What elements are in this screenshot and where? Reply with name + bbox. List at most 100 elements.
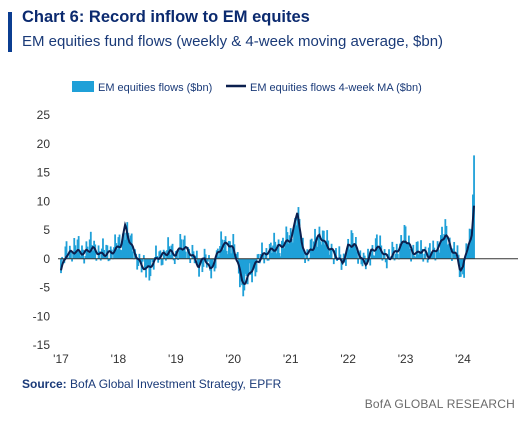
flow-bar xyxy=(373,255,376,259)
flow-bar xyxy=(243,258,246,291)
flow-bar xyxy=(99,258,102,261)
brand-footer: BofA GLOBAL RESEARCH xyxy=(364,397,515,411)
flow-bar xyxy=(290,238,293,259)
flow-bar xyxy=(277,239,280,259)
y-tick-label: 20 xyxy=(37,137,51,151)
flow-bar xyxy=(369,258,372,266)
flow-bar xyxy=(177,258,179,260)
title-accent-bar xyxy=(8,12,12,52)
flow-bar xyxy=(202,258,205,267)
flow-bar xyxy=(212,258,215,260)
flow-bar xyxy=(125,232,128,259)
y-tick-label: -15 xyxy=(33,338,51,352)
flow-bar xyxy=(98,251,101,259)
flow-bar xyxy=(371,245,374,259)
flow-bar xyxy=(428,243,431,259)
flow-bar xyxy=(466,247,469,259)
flow-bar xyxy=(262,253,265,259)
flow-bar xyxy=(97,245,100,259)
chart-subtitle: EM equities fund flows (weekly & 4-week … xyxy=(22,33,444,50)
flow-bar xyxy=(144,258,146,270)
flow-bar xyxy=(322,230,325,259)
flow-bar xyxy=(179,234,182,259)
flow-bar xyxy=(401,244,404,259)
flow-bar xyxy=(367,248,369,259)
flow-bar xyxy=(293,225,295,259)
flow-bar xyxy=(91,245,93,259)
flow-bar xyxy=(332,258,335,265)
flow-bar xyxy=(181,248,184,259)
flow-bar xyxy=(325,240,327,259)
flow-bar xyxy=(391,241,394,259)
flow-bar xyxy=(266,258,269,261)
flow-bar xyxy=(87,252,90,259)
flow-bar xyxy=(423,253,426,259)
flow-bar xyxy=(442,236,445,259)
ma-line-series xyxy=(60,205,475,286)
flow-bar xyxy=(356,251,358,259)
flow-bar xyxy=(421,249,424,259)
flow-bar xyxy=(324,244,326,259)
flow-bar xyxy=(150,258,153,260)
flow-bar xyxy=(415,241,418,259)
flow-bar xyxy=(167,237,170,259)
flow-bar xyxy=(388,249,390,259)
flow-bar xyxy=(271,252,273,259)
flow-bar xyxy=(295,225,298,259)
flow-bar xyxy=(220,231,223,259)
flow-bar xyxy=(201,258,204,273)
flow-bar xyxy=(353,243,356,259)
flow-bar xyxy=(409,248,411,259)
flow-bar xyxy=(89,231,92,259)
flow-bar xyxy=(242,258,245,297)
flow-bar xyxy=(273,232,276,259)
flow-bar xyxy=(160,258,163,266)
flow-bar xyxy=(75,251,78,259)
flow-bar xyxy=(294,217,297,259)
source-note: Source: BofA Global Investment Strategy,… xyxy=(22,377,281,391)
flow-bar xyxy=(121,233,124,259)
flow-bar xyxy=(151,258,154,263)
flow-bar xyxy=(136,258,139,270)
flow-bar xyxy=(316,246,319,259)
flow-bar xyxy=(264,252,267,259)
flow-bar xyxy=(126,222,129,259)
flow-bar xyxy=(120,250,123,259)
flow-bar xyxy=(288,235,291,259)
flow-bar xyxy=(227,240,230,259)
flow-bar xyxy=(254,258,257,277)
flow-bar xyxy=(360,258,363,265)
flow-bar xyxy=(131,251,134,259)
flow-bar xyxy=(440,235,442,259)
flow-bar xyxy=(469,229,472,259)
flow-bar xyxy=(426,258,429,263)
flow-bar xyxy=(253,258,256,266)
flow-bar xyxy=(453,241,456,259)
flow-bar xyxy=(108,258,111,261)
flow-bar xyxy=(161,258,164,265)
flow-bar xyxy=(413,256,416,259)
flow-bar xyxy=(114,234,117,259)
flow-bar xyxy=(226,254,229,259)
flow-bar xyxy=(394,253,397,259)
flow-bar xyxy=(345,258,347,266)
flow-bar xyxy=(255,258,258,273)
flow-bar xyxy=(236,252,239,259)
flow-bar xyxy=(280,240,283,259)
flow-bar xyxy=(303,252,305,259)
flow-bar xyxy=(411,251,414,259)
flow-bar xyxy=(191,244,194,259)
flow-bar xyxy=(203,248,206,259)
flow-bar xyxy=(286,232,289,259)
flow-bar xyxy=(339,254,342,259)
flow-bar xyxy=(410,258,412,262)
flow-bar xyxy=(460,258,463,266)
flow-bar xyxy=(208,255,210,259)
flow-bar xyxy=(206,258,209,262)
x-tick-label: '18 xyxy=(111,352,127,366)
flow-bar xyxy=(307,258,310,262)
flow-bar xyxy=(419,251,421,259)
flow-bar xyxy=(275,253,278,259)
flow-bar xyxy=(141,258,144,262)
